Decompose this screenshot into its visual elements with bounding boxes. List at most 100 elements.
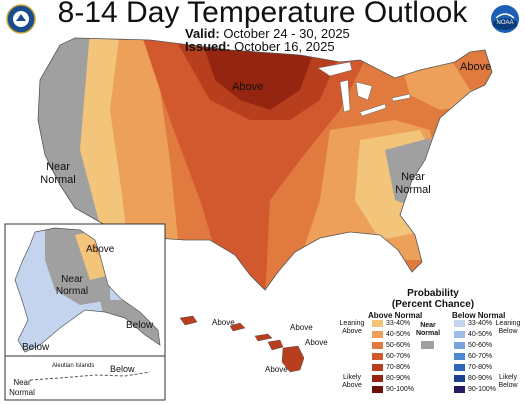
leaning-above-line-2: Above	[342, 328, 362, 335]
legend-below-range-label: 70-80%	[468, 364, 493, 371]
legend-above-range-label: 90-100%	[386, 386, 415, 393]
legend-above-swatch	[372, 386, 383, 393]
legend-below-swatch	[454, 386, 465, 393]
legend-above-swatch	[372, 320, 383, 327]
legend-above-row: 70-80%	[372, 364, 410, 372]
legend-below-range-label: 60-70%	[468, 353, 493, 360]
likely-below-line-2: Below	[498, 382, 518, 389]
conus-above-northeast-label: Above	[460, 61, 491, 73]
likely-above-line-2: Above	[342, 382, 362, 389]
hawaii-inset	[179, 315, 305, 373]
aleutian-islands-chain	[29, 371, 151, 381]
legend-above-range-label: 50-60%	[386, 342, 411, 349]
legend-below-row: 70-80%	[454, 364, 492, 372]
legend-below-swatch	[454, 353, 465, 360]
near-normal-line-1: Near	[420, 322, 436, 329]
aleutian-normal-label: Normal	[9, 388, 35, 397]
legend-above-row: 33-40%	[372, 320, 410, 328]
kauai-island	[179, 315, 198, 326]
leaning-below-line-1: Leaning	[495, 320, 521, 327]
legend-below-row: 80-90%	[454, 375, 492, 383]
legend-title-line-2: (Percent Chance)	[391, 299, 475, 310]
legend-likely-below: Likely Below	[493, 374, 523, 390]
alaska-outline	[14, 227, 161, 353]
legend-above-range-label: 70-80%	[386, 364, 411, 371]
lake-superior	[317, 61, 353, 77]
conus-above-north-label: Above	[232, 81, 263, 93]
issued-date: Issued: October 16, 2025	[185, 39, 335, 54]
legend-above-swatch	[372, 342, 383, 349]
issued-value: October 16, 2025	[234, 39, 335, 54]
east-near-label: Near	[401, 171, 425, 183]
hawaii-above-label-3: Above	[305, 338, 328, 347]
legend-above-row: 50-60%	[372, 342, 410, 350]
legend-above-swatch	[372, 364, 383, 371]
legend-below-range-label: 33-40%	[468, 320, 493, 327]
conus-region	[37, 37, 493, 291]
legend-leaning-below: Leaning Below	[493, 320, 523, 336]
alaska-normal-label: Normal	[56, 286, 88, 297]
legend-below-row: 90-100%	[454, 386, 496, 394]
aleutian-near-label: Near	[13, 378, 31, 387]
alaska-below-peninsula-label: Below	[22, 342, 50, 353]
alaska-below-aleutian-label: Below	[110, 364, 135, 374]
alaska-inset	[4, 223, 166, 357]
legend-title: Probability (Percent Chance)	[378, 288, 488, 310]
legend-near-normal: Near Normal	[413, 322, 443, 338]
legend-above-row: 60-70%	[372, 353, 410, 361]
legend-above-range-label: 40-50%	[386, 331, 411, 338]
legend-above-swatch	[372, 375, 383, 382]
legend-below-swatch	[454, 364, 465, 371]
legend-above-range-label: 60-70%	[386, 353, 411, 360]
legend-likely-above: Likely Above	[337, 374, 367, 390]
legend-below-range-label: 80-90%	[468, 375, 493, 382]
west-near-label: Near	[46, 161, 70, 173]
valid-label: Valid:	[185, 26, 220, 41]
big-island	[281, 345, 305, 373]
legend-below-swatch	[454, 342, 465, 349]
alaska-above-label: Above	[86, 244, 115, 255]
likely-above-line-1: Likely	[343, 374, 361, 381]
alaska-near-label: Near	[61, 274, 83, 285]
valid-dates: Valid: October 24 - 30, 2025	[185, 26, 350, 41]
west-normal-label: Normal	[40, 174, 75, 186]
legend-above-swatch	[372, 331, 383, 338]
legend-above-row: 80-90%	[372, 375, 410, 383]
oahu-island	[229, 322, 246, 332]
lake-erie	[359, 103, 387, 117]
maui-island	[267, 339, 284, 351]
aleutian-islands-label: Aleutian Islands	[52, 363, 94, 369]
likely-below-line-1: Likely	[499, 374, 517, 381]
molokai-island	[254, 333, 273, 342]
alaska-below-southeast-label: Below	[126, 320, 154, 331]
legend-below-row: 40-50%	[454, 331, 492, 339]
legend-title-line-1: Probability	[407, 288, 459, 299]
legend-below-swatch	[454, 331, 465, 338]
lake-ontario	[391, 93, 411, 102]
doc-seal-icon	[6, 4, 36, 34]
lake-huron	[355, 81, 373, 101]
legend-leaning-above: Leaning Above	[337, 320, 367, 336]
aleutian-inset-frame	[4, 355, 166, 401]
legend-above-range-label: 80-90%	[386, 375, 411, 382]
hawaii-above-label-4: Above	[265, 365, 288, 374]
legend-above-row: 40-50%	[372, 331, 410, 339]
legend-near-normal-swatch	[421, 341, 434, 349]
leaning-above-line-1: Leaning	[339, 320, 365, 327]
near-normal-line-2: Normal	[415, 330, 441, 337]
hawaii-above-label-2: Above	[290, 323, 313, 332]
hawaii-above-label-1: Above	[212, 318, 235, 327]
legend-below-swatch	[454, 320, 465, 327]
legend-above-range-label: 33-40%	[386, 320, 411, 327]
legend-above-header: Above Normal	[368, 311, 423, 320]
legend-below-row: 50-60%	[454, 342, 492, 350]
legend-below-header: Below Normal	[452, 311, 506, 320]
leaning-below-line-2: Below	[498, 328, 518, 335]
noaa-logo-text: NOAA	[496, 20, 513, 26]
legend-below-row: 60-70%	[454, 353, 492, 361]
legend-below-range-label: 40-50%	[468, 331, 493, 338]
legend-below-swatch	[454, 375, 465, 382]
valid-range: October 24 - 30, 2025	[223, 26, 350, 41]
aleutian-inset	[4, 355, 166, 401]
